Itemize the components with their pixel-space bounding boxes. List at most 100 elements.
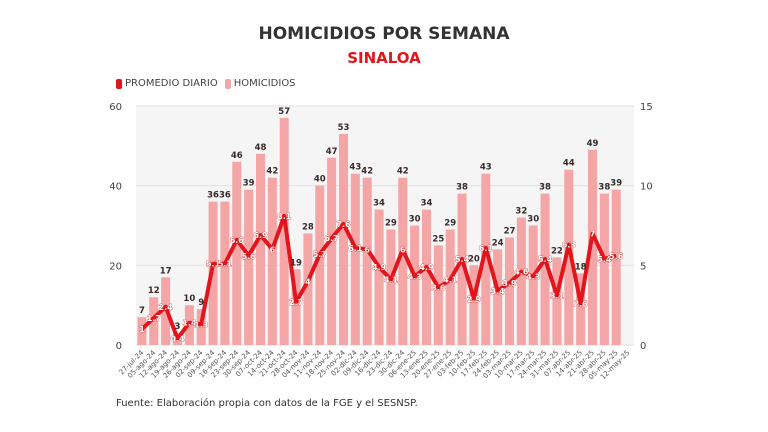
bar-data-label: 29 bbox=[385, 218, 397, 228]
line-data-label: 8.1 bbox=[277, 212, 292, 221]
y-left-tick-label: 0 bbox=[116, 341, 122, 352]
line-data-label: 4.3 bbox=[408, 272, 422, 281]
bar bbox=[445, 229, 455, 345]
bar bbox=[540, 193, 550, 345]
bar-data-label: 39 bbox=[610, 179, 622, 189]
line-data-label: 4.1 bbox=[443, 276, 458, 285]
chart-subtitle: SINALOA bbox=[347, 49, 421, 67]
bar-data-label: 57 bbox=[278, 107, 290, 117]
bar bbox=[338, 133, 349, 345]
y-right-tick-label: 0 bbox=[640, 341, 646, 352]
line-data-label: 6 bbox=[270, 245, 276, 254]
line-data-label: 3.6 bbox=[431, 284, 446, 293]
bar bbox=[564, 169, 574, 345]
bar-data-label: 39 bbox=[243, 179, 255, 189]
bar-data-label: 30 bbox=[527, 215, 539, 225]
legend-swatch-bar bbox=[224, 78, 231, 89]
bar-data-label: 36 bbox=[219, 191, 231, 201]
line-data-label: 3.1 bbox=[550, 292, 565, 301]
bar bbox=[374, 209, 384, 345]
y-right-tick-label: 5 bbox=[640, 261, 646, 272]
bar-data-label: 46 bbox=[231, 151, 243, 161]
line-data-label: 2.7 bbox=[289, 298, 303, 307]
bar-data-label: 30 bbox=[409, 215, 421, 225]
bar bbox=[315, 185, 325, 345]
plot-area bbox=[136, 106, 634, 345]
line-data-label: 6.1 bbox=[348, 244, 363, 253]
bar bbox=[528, 225, 538, 345]
line-data-label: 1.7 bbox=[147, 314, 161, 323]
bar-data-label: 36 bbox=[207, 191, 219, 201]
bar bbox=[255, 153, 266, 345]
bar bbox=[611, 189, 621, 345]
line-data-label: 1 bbox=[139, 325, 145, 334]
bar-data-label: 28 bbox=[302, 222, 314, 232]
line-data-label: 2.9 bbox=[467, 295, 482, 304]
bar bbox=[196, 309, 206, 345]
bar-data-label: 27 bbox=[504, 226, 516, 236]
bar-data-label: 7 bbox=[139, 306, 145, 316]
line-data-label: 6.6 bbox=[230, 236, 245, 245]
line-data-label: 1.4 bbox=[182, 319, 197, 328]
line-data-label: 0.4 bbox=[170, 335, 185, 344]
bar-data-label: 43 bbox=[349, 163, 361, 173]
bar bbox=[516, 217, 526, 345]
bar-data-label: 48 bbox=[255, 143, 267, 153]
line-data-label: 6.7 bbox=[325, 234, 339, 243]
bar bbox=[267, 177, 277, 345]
legend-label-line: PROMEDIO DIARIO bbox=[125, 78, 218, 89]
bar bbox=[410, 225, 420, 345]
line-data-label: 4.1 bbox=[384, 276, 399, 285]
bar-data-label: 34 bbox=[421, 199, 433, 209]
bar bbox=[599, 193, 609, 345]
line-data-label: 4.3 bbox=[526, 272, 540, 281]
line-data-label: 4 bbox=[305, 277, 311, 286]
chart-title: HOMICIDIOS POR SEMANA bbox=[258, 24, 510, 44]
bar-data-label: 34 bbox=[373, 199, 385, 209]
line-data-label: 7 bbox=[590, 229, 596, 238]
bar bbox=[421, 209, 432, 345]
bar bbox=[303, 233, 313, 345]
bar bbox=[398, 177, 408, 345]
bar-data-label: 19 bbox=[290, 258, 302, 268]
line-data-label: 4.6 bbox=[514, 268, 529, 277]
bar-data-label: 9 bbox=[198, 298, 204, 308]
bar bbox=[137, 317, 147, 345]
bar-data-label: 44 bbox=[563, 159, 575, 169]
line-data-label: 4.9 bbox=[372, 263, 387, 272]
line-data-label: 2.6 bbox=[574, 300, 589, 309]
legend-swatch-line bbox=[116, 78, 122, 89]
line-data-label: 6 bbox=[400, 245, 406, 254]
line-data-label: 5.6 bbox=[609, 252, 624, 261]
bar-data-label: 17 bbox=[160, 266, 172, 276]
line-data-label: 1.3 bbox=[194, 320, 208, 329]
bar-data-label: 22 bbox=[551, 246, 563, 256]
bar-data-label: 32 bbox=[515, 207, 527, 217]
bar bbox=[220, 201, 230, 345]
line-data-label: 7.6 bbox=[336, 220, 351, 229]
line-data-label: 6.1 bbox=[479, 244, 494, 253]
bar-data-label: 38 bbox=[456, 183, 468, 193]
y-right-tick-label: 15 bbox=[640, 102, 653, 113]
bar bbox=[457, 193, 467, 345]
bar-data-label: 10 bbox=[183, 294, 195, 304]
bar-data-label: 18 bbox=[575, 262, 587, 272]
line-data-label: 5.1 bbox=[206, 260, 221, 269]
line-data-label: 4.9 bbox=[419, 263, 434, 272]
line-data-label: 5.7 bbox=[313, 250, 327, 259]
bar-data-label: 40 bbox=[314, 175, 326, 185]
line-series bbox=[140, 213, 617, 341]
bar-data-label: 42 bbox=[266, 167, 278, 177]
bar-data-label: 24 bbox=[492, 238, 504, 248]
bar bbox=[386, 229, 396, 345]
bar bbox=[350, 173, 360, 345]
line-data-label: 5.4 bbox=[597, 255, 612, 264]
source-note: Fuente: Elaboración propia con datos de … bbox=[116, 398, 418, 409]
bar bbox=[469, 265, 479, 345]
bar-data-label: 12 bbox=[148, 286, 160, 296]
bar-data-label: 42 bbox=[397, 167, 409, 177]
bar-data-label: 29 bbox=[444, 218, 456, 228]
bar bbox=[362, 177, 372, 345]
bar-data-label: 3 bbox=[175, 322, 181, 332]
